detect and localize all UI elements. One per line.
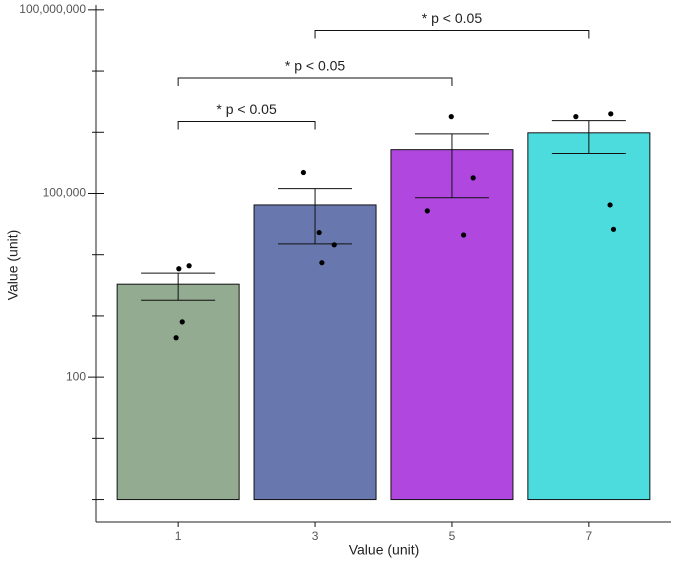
x-tick-label: 3 [312,529,319,543]
significance-bracket [177,120,316,130]
data-point [186,263,192,269]
y-tick-label: 100,000,000 [19,2,86,16]
bar [116,283,240,501]
bar [253,204,377,501]
data-point [448,114,454,120]
data-point [300,169,307,176]
data-point [608,111,614,117]
x-tick-label: 7 [586,529,593,543]
significance-label: * p < 0.05 [216,101,277,117]
y-tick-label: 100,000 [43,186,87,200]
data-point [173,335,179,341]
data-point [319,260,325,266]
data-point [610,226,617,232]
data-point [316,229,322,236]
y-axis-title: Value (unit) [5,230,21,301]
data-point [179,319,185,325]
significance-bracket [177,77,453,87]
data-point [176,266,182,272]
data-point [460,232,467,238]
data-point [470,175,476,181]
significance-label: * p < 0.05 [422,10,483,26]
y-tick-label: 100 [66,369,86,383]
x-axis-title: Value (unit) [349,542,420,558]
significance-label: * p < 0.05 [285,58,346,74]
x-tick-label: 1 [175,529,182,543]
data-point [424,208,430,214]
bar [390,149,514,501]
bar [527,132,651,501]
data-point [607,202,613,208]
data-point [573,114,579,120]
x-tick-label: 5 [449,529,456,543]
data-point [331,242,337,248]
significance-bracket [314,29,590,39]
